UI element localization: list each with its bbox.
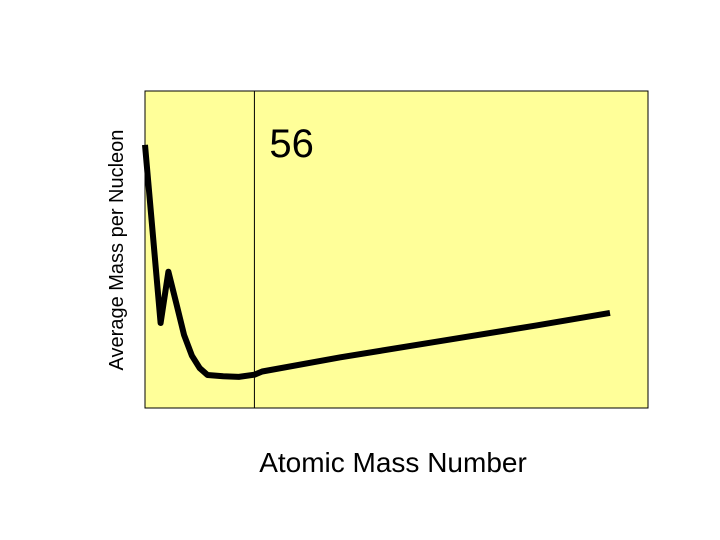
annotation-label: 56	[269, 122, 314, 166]
y-axis-label: Average Mass per Nucleon	[106, 130, 128, 371]
plot-area	[144, 90, 649, 409]
x-axis-label: Atomic Mass Number	[259, 447, 527, 478]
series-line	[142, 144, 611, 380]
